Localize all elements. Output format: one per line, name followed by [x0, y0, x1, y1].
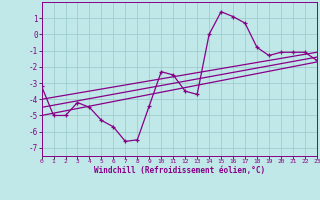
X-axis label: Windchill (Refroidissement éolien,°C): Windchill (Refroidissement éolien,°C) — [94, 166, 265, 175]
